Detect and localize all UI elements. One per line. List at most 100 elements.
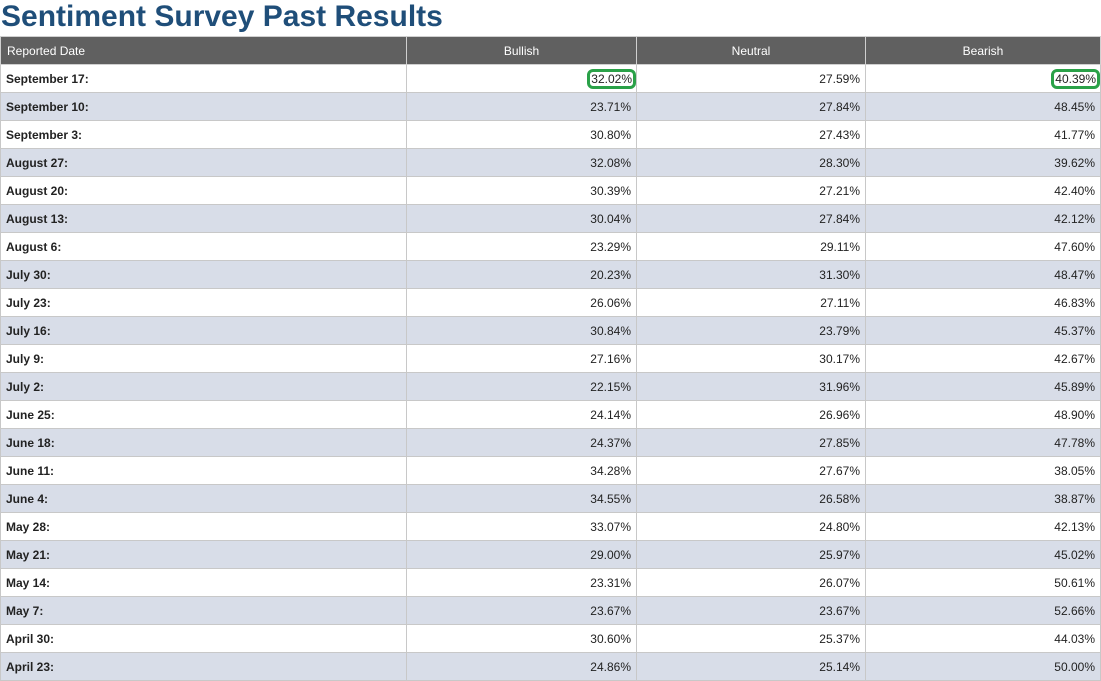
cell-neutral: 26.96% [636,400,866,429]
cell-reported-date: May 21: [0,540,407,569]
cell-reported-date: June 4: [0,484,407,513]
cell-neutral: 27.84% [636,204,866,233]
table-row: July 23: 26.06% 27.11% 46.83% [0,288,1101,317]
cell-bullish: 23.67% [406,596,637,625]
table-row: August 13: 30.04% 27.84% 42.12% [0,204,1101,233]
cell-reported-date: April 30: [0,624,407,653]
cell-bearish: 42.12% [865,204,1101,233]
table-row: July 2: 22.15% 31.96% 45.89% [0,372,1101,401]
cell-neutral: 30.17% [636,344,866,373]
table-row: June 11: 34.28% 27.67% 38.05% [0,456,1101,485]
cell-reported-date: May 28: [0,512,407,541]
table-row: September 3: 30.80% 27.43% 41.77% [0,120,1101,149]
cell-bearish: 38.05% [865,456,1101,485]
cell-reported-date: June 25: [0,400,407,429]
cell-reported-date: August 20: [0,176,407,205]
table-row: August 6: 23.29% 29.11% 47.60% [0,232,1101,261]
cell-bearish: 40.39% [865,64,1101,93]
cell-neutral: 24.80% [636,512,866,541]
table-row: May 7: 23.67% 23.67% 52.66% [0,596,1101,625]
cell-reported-date: July 16: [0,316,407,345]
cell-reported-date: July 9: [0,344,407,373]
cell-bearish: 48.90% [865,400,1101,429]
table-header-row: Reported Date Bullish Neutral Bearish [0,36,1101,65]
cell-neutral: 25.37% [636,624,866,653]
cell-bullish: 30.60% [406,624,637,653]
cell-bullish: 23.71% [406,92,637,121]
cell-bearish: 45.89% [865,372,1101,401]
cell-reported-date: July 30: [0,260,407,289]
cell-neutral: 25.97% [636,540,866,569]
cell-bearish: 47.60% [865,232,1101,261]
cell-neutral: 26.07% [636,568,866,597]
cell-neutral: 26.58% [636,484,866,513]
cell-reported-date: July 23: [0,288,407,317]
cell-bullish: 32.08% [406,148,637,177]
cell-reported-date: June 11: [0,456,407,485]
table-row: April 23: 24.86% 25.14% 50.00% [0,652,1101,681]
table-row: June 25: 24.14% 26.96% 48.90% [0,400,1101,429]
cell-bearish: 44.03% [865,624,1101,653]
cell-bullish: 30.39% [406,176,637,205]
cell-bearish: 42.40% [865,176,1101,205]
table-row: July 9: 27.16% 30.17% 42.67% [0,344,1101,373]
page-title: Sentiment Survey Past Results [1,0,443,33]
highlighted-value: 32.02% [587,68,636,89]
cell-bullish: 30.04% [406,204,637,233]
cell-bearish: 47.78% [865,428,1101,457]
cell-bullish: 29.00% [406,540,637,569]
sentiment-results-table: Reported Date Bullish Neutral Bearish Se… [0,36,1101,681]
cell-reported-date: August 6: [0,232,407,261]
cell-bearish: 48.45% [865,92,1101,121]
cell-reported-date: May 14: [0,568,407,597]
cell-bullish: 20.23% [406,260,637,289]
cell-neutral: 23.79% [636,316,866,345]
cell-bearish: 39.62% [865,148,1101,177]
table-row: July 16: 30.84% 23.79% 45.37% [0,316,1101,345]
cell-bearish: 50.00% [865,652,1101,681]
cell-bullish: 34.28% [406,456,637,485]
cell-neutral: 27.67% [636,456,866,485]
cell-reported-date: September 3: [0,120,407,149]
cell-bullish: 24.37% [406,428,637,457]
cell-reported-date: August 27: [0,148,407,177]
cell-neutral: 27.11% [636,288,866,317]
cell-reported-date: April 23: [0,652,407,681]
table-row: September 17: 32.02% 27.59% 40.39% [0,64,1101,93]
cell-neutral: 31.30% [636,260,866,289]
cell-bullish: 30.80% [406,120,637,149]
column-header-bullish: Bullish [406,36,637,65]
cell-bullish: 30.84% [406,316,637,345]
cell-reported-date: May 7: [0,596,407,625]
cell-neutral: 23.67% [636,596,866,625]
table-row: May 21: 29.00% 25.97% 45.02% [0,540,1101,569]
table-row: May 14: 23.31% 26.07% 50.61% [0,568,1101,597]
cell-bullish: 23.29% [406,232,637,261]
cell-bearish: 48.47% [865,260,1101,289]
cell-bearish: 42.67% [865,344,1101,373]
cell-neutral: 28.30% [636,148,866,177]
cell-reported-date: July 2: [0,372,407,401]
cell-bearish: 45.37% [865,316,1101,345]
cell-bullish: 22.15% [406,372,637,401]
cell-bullish: 33.07% [406,512,637,541]
cell-bearish: 45.02% [865,540,1101,569]
table-row: July 30: 20.23% 31.30% 48.47% [0,260,1101,289]
column-header-reported-date: Reported Date [0,36,407,65]
cell-bullish: 24.14% [406,400,637,429]
cell-neutral: 27.21% [636,176,866,205]
column-header-bearish: Bearish [865,36,1101,65]
cell-bearish: 41.77% [865,120,1101,149]
cell-reported-date: June 18: [0,428,407,457]
table-row: August 20: 30.39% 27.21% 42.40% [0,176,1101,205]
column-header-neutral: Neutral [636,36,866,65]
cell-neutral: 27.84% [636,92,866,121]
table-row: May 28: 33.07% 24.80% 42.13% [0,512,1101,541]
cell-bearish: 38.87% [865,484,1101,513]
cell-reported-date: August 13: [0,204,407,233]
cell-bearish: 42.13% [865,512,1101,541]
cell-neutral: 29.11% [636,232,866,261]
cell-neutral: 27.85% [636,428,866,457]
cell-bullish: 23.31% [406,568,637,597]
cell-bearish: 50.61% [865,568,1101,597]
